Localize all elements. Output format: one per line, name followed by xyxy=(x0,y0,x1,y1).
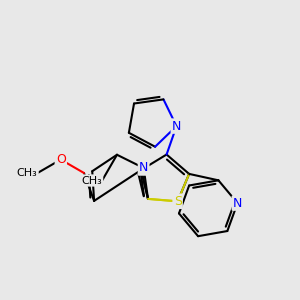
Text: CH₃: CH₃ xyxy=(17,168,38,178)
Text: N: N xyxy=(233,196,242,210)
Text: N: N xyxy=(172,120,181,133)
Text: O: O xyxy=(56,153,66,166)
Text: S: S xyxy=(174,195,182,208)
Text: N: N xyxy=(139,161,148,175)
Text: CH₃: CH₃ xyxy=(81,176,102,185)
